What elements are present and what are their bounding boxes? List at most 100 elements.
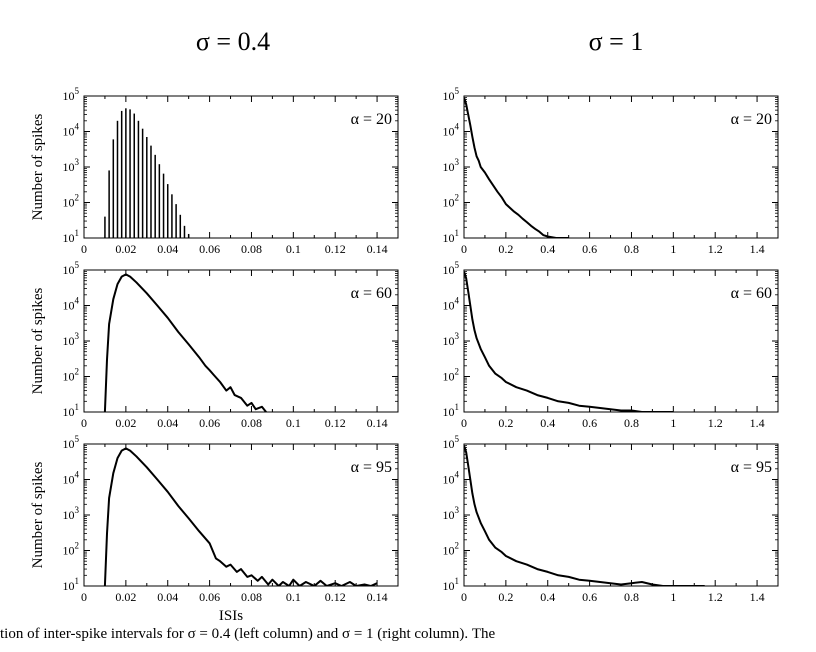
histogram-line <box>103 273 267 412</box>
x-tick-label: 0.12 <box>325 242 346 256</box>
histogram-bar <box>133 113 135 238</box>
x-tick-label: 0.02 <box>115 416 136 430</box>
alpha-annotation: α = 20 <box>731 111 772 128</box>
x-tick-label: 0.2 <box>498 416 513 430</box>
x-tick-label: 0.14 <box>367 416 388 430</box>
histogram-bar <box>162 173 165 238</box>
x-tick-label: 0.14 <box>367 590 388 604</box>
histogram-bar <box>141 128 144 238</box>
chart-panel-5: 0 0.2 0.4 0.6 0.8 1 1.2 1.4 101 102 103 104 105 α = 6… <box>443 260 779 430</box>
x-tick-label: 1 <box>670 416 676 430</box>
histogram-line <box>464 97 569 238</box>
x-tick-label: 0 <box>81 416 87 430</box>
x-tick-label: 0.12 <box>325 590 346 604</box>
y-tick-label: 103 <box>443 331 460 348</box>
y-tick-label: 104 <box>443 470 460 487</box>
alpha-annotation: α = 60 <box>351 285 392 302</box>
histogram-line <box>103 447 378 586</box>
x-tick-label: 0.4 <box>540 416 555 430</box>
chart-panel-1: 0 0.02 0.04 0.06 0.08 0.1 0.12 0.14 101 102 103 104… <box>63 86 399 256</box>
y-tick-label: 105 <box>63 434 80 451</box>
y-tick-label: 101 <box>443 402 460 419</box>
x-tick-label: 1.2 <box>708 242 723 256</box>
data-series <box>103 447 378 586</box>
y-tick-label: 101 <box>63 576 80 593</box>
y-tick-label: 101 <box>443 576 460 593</box>
y-tick-label: 104 <box>63 470 80 487</box>
x-tick-label: 1.4 <box>750 242 765 256</box>
histogram-bar <box>125 108 127 238</box>
x-tick-label: 0.8 <box>624 242 639 256</box>
y-axis-label-row-2: Number of spikes <box>30 288 46 395</box>
isi-histogram-figure: σ = 0.4 σ = 1 Number of spikes Number of… <box>30 27 779 624</box>
x-tick-label: 0 <box>81 590 87 604</box>
x-tick-label: 0.06 <box>199 242 220 256</box>
histogram-bar <box>154 154 156 238</box>
histogram-bar <box>187 233 190 238</box>
histogram-bar <box>129 109 131 238</box>
x-tick-label: 0.04 <box>157 590 178 604</box>
histogram-bar <box>116 120 119 238</box>
x-tick-label: 0.08 <box>241 242 262 256</box>
x-tick-label: 0.08 <box>241 590 262 604</box>
alpha-annotation: α = 60 <box>731 285 772 302</box>
x-tick-label: 0 <box>461 590 467 604</box>
x-tick-label: 0.12 <box>325 416 346 430</box>
x-tick-label: 1 <box>670 242 676 256</box>
y-tick-label: 102 <box>443 367 460 384</box>
y-tick-label: 101 <box>443 228 460 245</box>
y-tick-label: 104 <box>443 122 460 139</box>
y-tick-label: 105 <box>63 260 80 277</box>
y-axis-label-row-3: Number of spikes <box>30 462 46 569</box>
x-axis-label: ISIs <box>219 608 243 624</box>
x-tick-label: 0.08 <box>241 416 262 430</box>
y-tick-label: 103 <box>443 505 460 522</box>
x-tick-label: 0 <box>461 416 467 430</box>
column-title-sigma-0.4: σ = 0.4 <box>196 27 270 56</box>
figure-caption: tion of inter-spike intervals for σ = 0.… <box>0 626 496 642</box>
chart-panel-3: 0 0.02 0.04 0.06 0.08 0.1 0.12 0.14 101 102 103 104… <box>63 434 399 604</box>
y-tick-label: 104 <box>63 296 80 313</box>
x-tick-label: 0.6 <box>582 242 597 256</box>
chart-panel-4: 0 0.2 0.4 0.6 0.8 1 1.2 1.4 101 102 103 104 105 α = 2… <box>443 86 779 256</box>
alpha-annotation: α = 20 <box>351 111 392 128</box>
data-series <box>104 108 190 238</box>
x-tick-label: 0.8 <box>624 416 639 430</box>
histogram-bar <box>175 204 177 238</box>
y-axis-label-row-1: Number of spikes <box>30 114 46 221</box>
x-tick-label: 0.6 <box>582 590 597 604</box>
x-tick-label: 1 <box>670 590 676 604</box>
x-tick-label: 1.2 <box>708 590 723 604</box>
chart-panel-6: 0 0.2 0.4 0.6 0.8 1 1.2 1.4 101 102 103 104 105 α = 9… <box>443 434 779 604</box>
y-tick-label: 105 <box>443 86 460 103</box>
x-tick-label: 0.6 <box>582 416 597 430</box>
y-tick-label: 105 <box>443 434 460 451</box>
y-tick-label: 104 <box>63 122 80 139</box>
x-tick-label: 0.02 <box>115 590 136 604</box>
data-series <box>464 97 569 238</box>
histogram-bar <box>183 225 186 238</box>
x-tick-label: 0.06 <box>199 590 220 604</box>
y-tick-label: 102 <box>63 193 80 210</box>
data-series <box>103 273 267 412</box>
alpha-annotation: α = 95 <box>351 459 392 476</box>
chart-panel-2: 0 0.02 0.04 0.06 0.08 0.1 0.12 0.14 101 102 103 104… <box>63 260 399 430</box>
histogram-bar <box>171 194 173 238</box>
y-tick-label: 103 <box>63 331 80 348</box>
x-tick-label: 0.2 <box>498 590 513 604</box>
x-tick-label: 1.4 <box>750 590 765 604</box>
histogram-bar <box>104 216 106 238</box>
histogram-bar <box>137 120 140 238</box>
y-tick-label: 102 <box>63 367 80 384</box>
histogram-bar <box>112 139 115 238</box>
x-tick-label: 0.2 <box>498 242 513 256</box>
x-tick-label: 0 <box>461 242 467 256</box>
y-tick-label: 104 <box>443 296 460 313</box>
x-tick-label: 0.14 <box>367 242 388 256</box>
x-tick-label: 0 <box>81 242 87 256</box>
histogram-bar <box>146 136 148 238</box>
x-tick-label: 0.8 <box>624 590 639 604</box>
y-tick-label: 103 <box>63 157 80 174</box>
x-tick-label: 0.02 <box>115 242 136 256</box>
column-title-sigma-1: σ = 1 <box>589 27 644 56</box>
